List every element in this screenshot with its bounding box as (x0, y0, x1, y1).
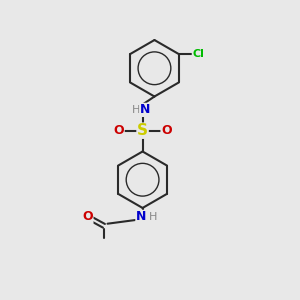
Text: N: N (140, 103, 150, 116)
Text: O: O (113, 124, 124, 137)
Text: H: H (132, 105, 140, 115)
Text: H: H (149, 212, 157, 222)
Text: Cl: Cl (192, 49, 204, 59)
Text: S: S (137, 123, 148, 138)
Text: O: O (82, 210, 93, 224)
Text: N: N (136, 210, 146, 224)
Text: O: O (161, 124, 172, 137)
